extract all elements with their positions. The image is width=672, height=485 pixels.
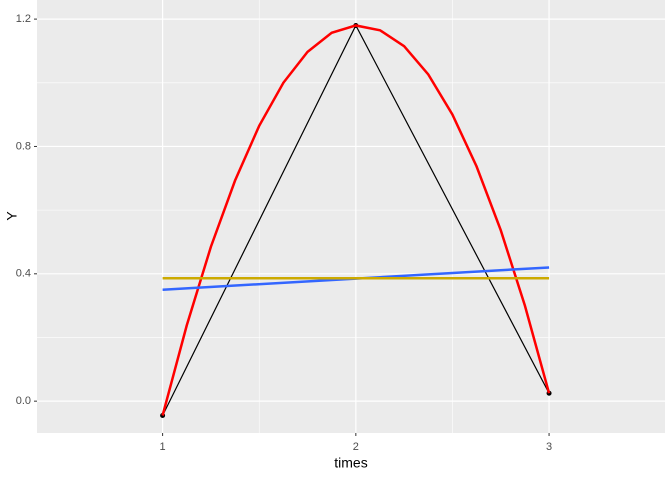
x-tick-label: 3 [546,441,552,453]
panel [37,0,665,433]
series-line [161,24,551,416]
y-tick-label: 0.0 [16,395,31,407]
x-tick-label: 1 [160,441,166,453]
y-tick-label: 0.4 [16,268,31,280]
y-tick-label: 1.2 [16,13,31,25]
y-axis-title: Y [4,211,20,221]
x-axis-title: times [334,455,367,471]
x-tick-label: 2 [353,441,359,453]
y-tick-label: 0.8 [16,140,31,152]
